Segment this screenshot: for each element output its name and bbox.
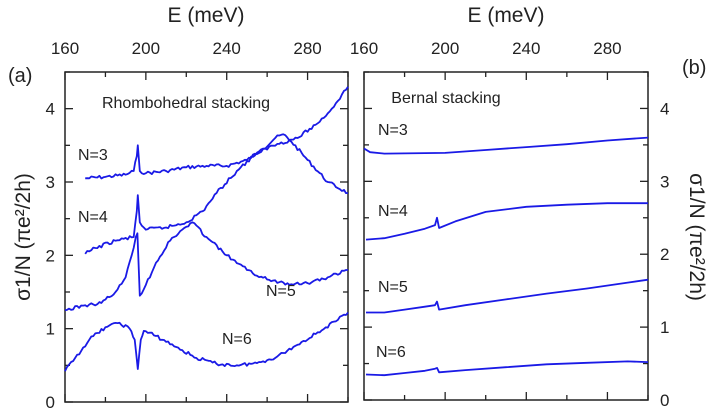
series-label: N=4: [378, 203, 408, 220]
series-label: N=6: [222, 331, 252, 348]
x-tick-label: 160: [350, 39, 378, 58]
series-line-n-6: [365, 360, 649, 377]
series-line-n-4: [84, 86, 349, 255]
panel-label: (a): [8, 65, 32, 87]
series-line-n-4: [365, 202, 648, 241]
series-line-n-6: [64, 311, 349, 372]
series-line-n-3: [363, 136, 649, 155]
x-tick-label: 280: [593, 39, 621, 58]
y-tick-label: 4: [660, 99, 669, 118]
series-label: N=5: [378, 279, 408, 296]
x-tick-label: 160: [51, 39, 79, 58]
series-line-n-5: [64, 221, 348, 312]
x-tick-label: 200: [132, 39, 160, 58]
y-tick-label: 1: [46, 320, 55, 339]
x-tick-label: 200: [431, 39, 459, 58]
y-tick-label: 0: [46, 393, 55, 412]
panel-title: Bernal stacking: [391, 90, 500, 107]
series-label: N=3: [78, 147, 108, 164]
y-tick-label: 2: [660, 245, 669, 264]
x-tick-label: 240: [213, 39, 241, 58]
panel-label: (b): [682, 57, 706, 79]
plot-frame: [363, 71, 649, 401]
panel-title: Rhombohedral stacking: [102, 95, 270, 112]
panel-a: 160 200 240 280 0 1 2 3 4 E (meV) σ1/N (πe²/2h) (a)…: [8, 4, 349, 412]
y-tick-label: 4: [46, 100, 55, 119]
x-axis-title: E (meV): [167, 4, 244, 27]
series-line-n-3: [85, 133, 349, 194]
y-tick-label: 0: [660, 391, 669, 410]
y-axis-title: σ1/N (πe²/2h): [685, 173, 708, 301]
series-label: N=4: [78, 209, 108, 226]
panel-b: 160 200 240 280 0 1 2 3 4 E (meV) σ1/N (πe²/2h) (b)…: [350, 4, 708, 410]
y-tick-label: 3: [46, 173, 55, 192]
plot-frame: [64, 71, 349, 403]
series-label: N=3: [378, 122, 408, 139]
y-tick-label: 1: [660, 318, 669, 337]
x-tick-label: 240: [512, 39, 540, 58]
y-tick-label: 2: [46, 246, 55, 265]
series-label: N=6: [376, 344, 406, 361]
x-axis-title: E (meV): [467, 4, 544, 27]
series-line-n-5: [366, 278, 649, 314]
series-label: N=5: [266, 283, 296, 300]
y-tick-label: 3: [660, 172, 669, 191]
y-axis-title: σ1/N (πe²/2h): [12, 173, 35, 301]
x-tick-label: 280: [293, 39, 321, 58]
